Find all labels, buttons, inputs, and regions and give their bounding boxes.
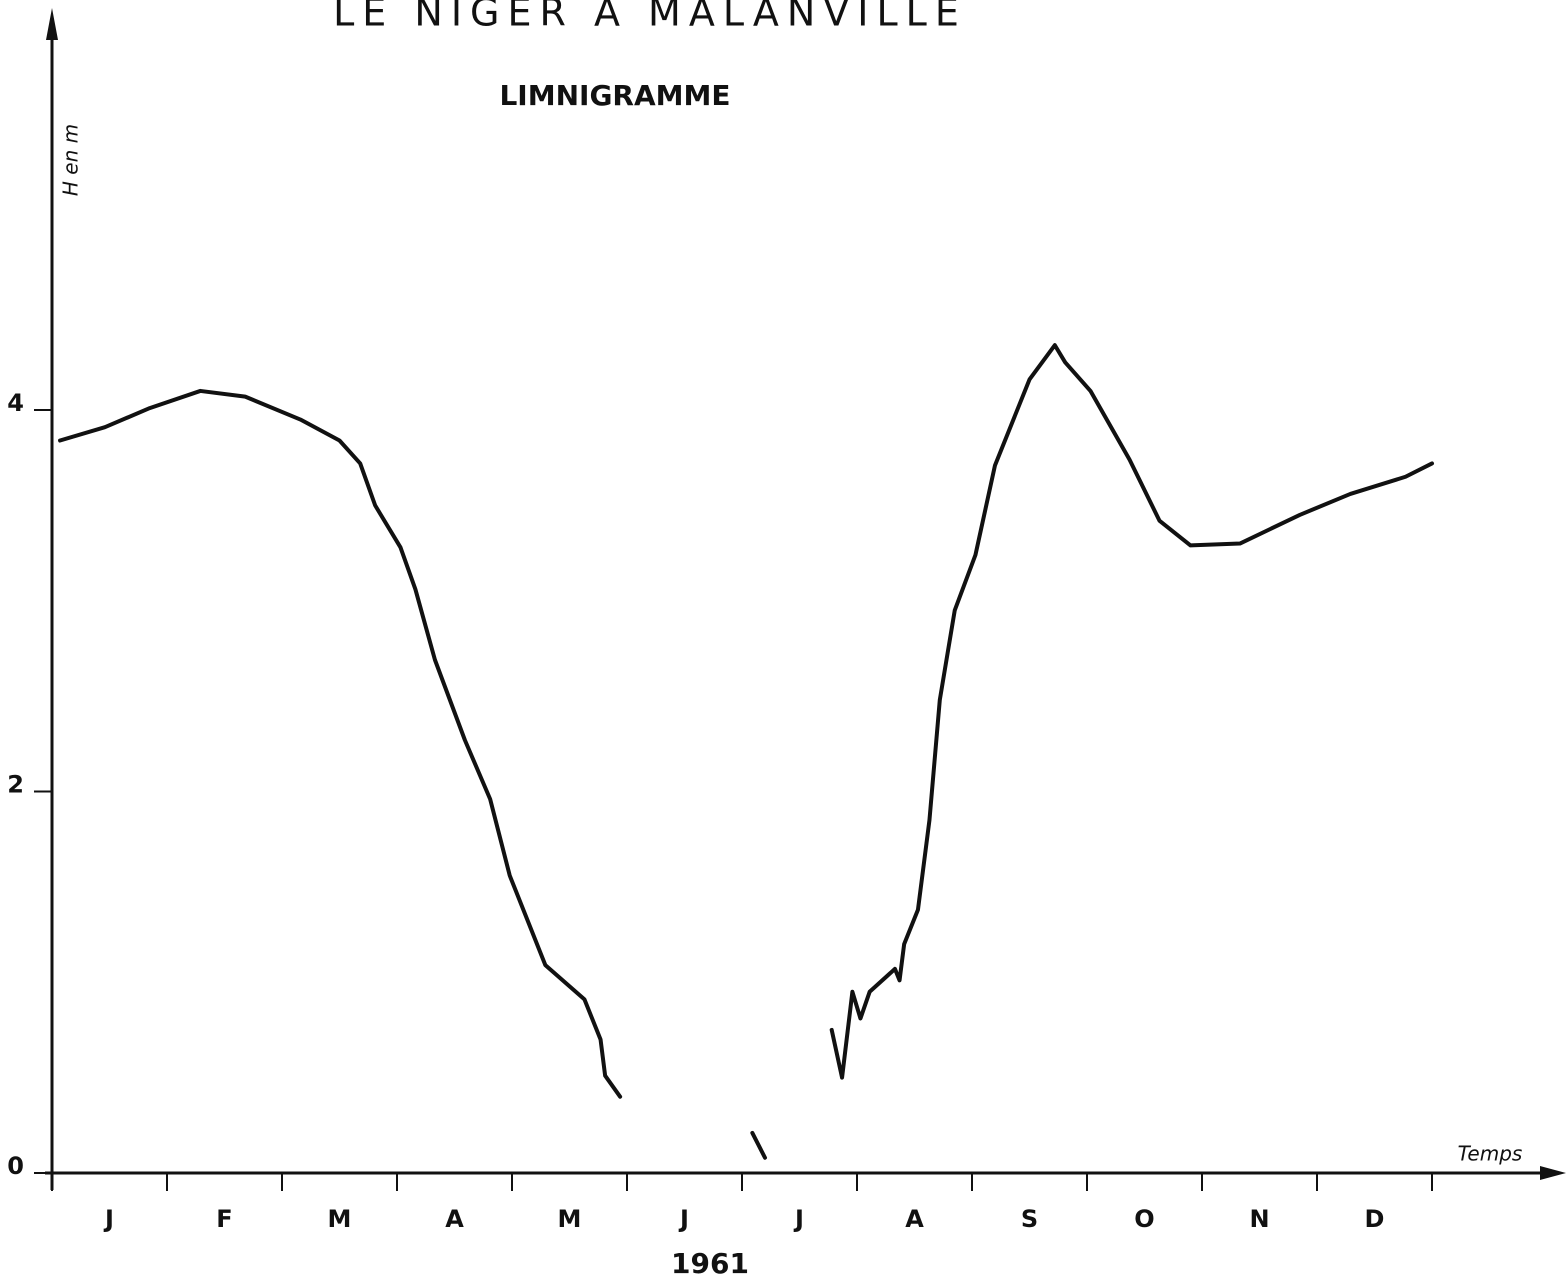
x-axis-label: Temps <box>1458 1142 1523 1166</box>
x-tick-label: A <box>905 1205 924 1233</box>
x-axis-arrow <box>1540 1166 1566 1180</box>
year-label: 1961 <box>671 1247 749 1280</box>
x-tick-label: J <box>793 1205 804 1233</box>
y-axis-label: H en m <box>59 124 83 196</box>
x-tick-label: S <box>1021 1205 1038 1233</box>
x-tick-label: M <box>558 1205 582 1233</box>
chart-subtitle: LIMNIGRAMME <box>499 79 730 112</box>
chart-title: LE NIGER A MALANVILLE <box>333 0 967 35</box>
y-tick-label: 0 <box>7 1152 24 1180</box>
y-tick-label: 4 <box>7 389 24 417</box>
x-tick-label: D <box>1365 1205 1385 1233</box>
x-tick-label: J <box>678 1205 689 1233</box>
y-tick-label: 2 <box>7 771 24 799</box>
x-tick-label: J <box>103 1205 114 1233</box>
x-tick-label: O <box>1134 1205 1154 1233</box>
x-tick-label: A <box>445 1205 464 1233</box>
y-axis-arrow <box>46 8 58 40</box>
x-tick-label: M <box>328 1205 352 1233</box>
x-tick-label: N <box>1249 1205 1269 1233</box>
x-tick-label: F <box>216 1205 232 1233</box>
data-line <box>58 343 1434 1160</box>
